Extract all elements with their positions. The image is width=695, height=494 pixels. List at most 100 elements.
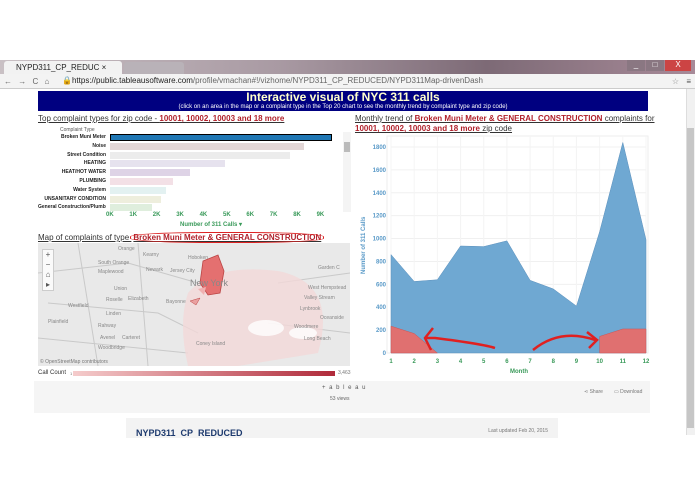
legend-gradient xyxy=(73,371,335,376)
bar[interactable] xyxy=(110,142,305,150)
x-tick: 9 xyxy=(575,359,579,365)
y-tick: 800 xyxy=(376,259,387,265)
star-icon[interactable]: ☆ xyxy=(671,77,679,86)
map-place-label: Woodmere xyxy=(294,324,319,330)
bar-label[interactable]: Water System xyxy=(73,186,106,193)
nav-buttons[interactable]: ← → C ⌂ xyxy=(4,77,52,86)
bar[interactable] xyxy=(110,151,291,159)
bar-label[interactable]: PLUMBING xyxy=(79,178,106,184)
bar[interactable] xyxy=(110,134,333,141)
map-place-label: Woodbridge xyxy=(98,345,125,351)
bar[interactable] xyxy=(110,186,167,194)
map-control-button[interactable]: − xyxy=(45,260,51,269)
x-tick: 12 xyxy=(643,359,650,365)
map-control-button[interactable]: ▸ xyxy=(45,280,50,289)
bar-label[interactable]: HEATING xyxy=(83,160,106,167)
map-place-label: Rahway xyxy=(98,323,117,329)
close-button[interactable]: X xyxy=(665,60,691,71)
area-series-2-segment xyxy=(599,328,647,354)
share-button[interactable]: ⋖ Share xyxy=(584,389,603,395)
bar[interactable] xyxy=(110,169,190,177)
map-place-label: Valley Stream xyxy=(304,295,335,301)
x-tick: 9K xyxy=(316,212,325,218)
area-chart-title: Monthly trend of Broken Muni Meter & GEN… xyxy=(355,114,655,133)
minimize-button[interactable]: _ xyxy=(627,60,645,71)
map-place-label: South Orange xyxy=(98,260,130,266)
legend-min: 1 xyxy=(70,371,73,376)
x-axis-title: Number of 311 Calls ▾ xyxy=(180,222,243,228)
bar[interactable] xyxy=(110,178,174,185)
map-place-label: Jersey City xyxy=(170,268,195,274)
map-place-label: New York xyxy=(190,278,229,288)
y-axis-title: Number of 311 Calls xyxy=(361,216,367,274)
x-tick: 6 xyxy=(505,359,509,365)
x-tick: 2K xyxy=(152,212,161,218)
y-tick: 400 xyxy=(376,305,387,311)
tableau-logo[interactable]: + a b l e a u xyxy=(322,385,367,391)
bar-label[interactable]: General Construction/Plumb... xyxy=(38,204,106,211)
x-tick: 10 xyxy=(596,359,603,365)
y-tick: 0 xyxy=(383,351,387,357)
x-tick: 7K xyxy=(269,212,278,218)
y-tick: 1200 xyxy=(373,214,387,220)
bar[interactable] xyxy=(110,204,153,212)
map-place-label: Avenel xyxy=(100,335,116,341)
window-controls: _ □ X xyxy=(626,60,691,71)
bar-label[interactable]: HEAT/HOT WATER xyxy=(61,169,106,176)
x-tick: 3K xyxy=(176,212,184,218)
map-place-label: Maplewood xyxy=(98,269,124,275)
bar-label[interactable]: Noise xyxy=(92,142,106,149)
zip-link[interactable]: 10001, 10002, 10003 and 18 more xyxy=(159,114,285,123)
x-tick: 8K xyxy=(293,212,301,218)
maximize-button[interactable]: □ xyxy=(646,60,664,71)
download-icon: ▭ xyxy=(614,389,621,395)
scrollbar-thumb[interactable] xyxy=(687,128,694,428)
map[interactable]: + − ⌂ ▸ Orange Kearny South Orange Hoboken Mapl… xyxy=(38,243,350,366)
dashboard-banner: Interactive visual of NYC 311 calls (cli… xyxy=(38,91,648,111)
dashboard-title: Interactive visual of NYC 311 calls xyxy=(246,90,440,104)
map-place-label: Linden xyxy=(106,311,122,317)
x-tick: 0K xyxy=(106,212,114,218)
map-place-label: Lynbrook xyxy=(300,306,321,312)
bar[interactable] xyxy=(110,160,225,168)
x-tick: 1 xyxy=(389,359,393,365)
browser-tab-2[interactable] xyxy=(124,62,184,74)
y-tick: 1000 xyxy=(373,237,387,243)
last-updated: Last updated Feb 20, 2015 xyxy=(488,428,548,434)
map-place-label: Elizabeth xyxy=(128,296,149,302)
map-place-label: Oceanside xyxy=(320,315,344,321)
y-tick: 1800 xyxy=(373,145,387,151)
bar-label[interactable]: UNSANITARY CONDITION xyxy=(44,195,106,202)
menu-icon[interactable]: ≡ xyxy=(686,77,691,86)
map-place-label: Newark xyxy=(146,267,163,273)
map-place-label: Hoboken xyxy=(188,255,209,261)
bar-label[interactable]: Street Condition xyxy=(67,151,106,158)
map-place-label: Garden C xyxy=(318,265,340,271)
map-title: Map of complaints of type Broken Muni Me… xyxy=(38,232,325,243)
map-control-button[interactable]: ⌂ xyxy=(45,270,51,279)
annotation-arrow-right xyxy=(532,331,599,351)
map-place-label: Westfield xyxy=(68,303,89,309)
x-tick: 5K xyxy=(223,212,231,218)
bar[interactable] xyxy=(110,195,162,203)
annotation-arrow-left xyxy=(423,327,496,351)
bar-chart-scrollbar[interactable] xyxy=(343,132,351,212)
address-bar: ← → C ⌂ 🔒https://public.tableausoftware.… xyxy=(0,74,695,89)
column-header: Complaint Type xyxy=(60,127,95,133)
map-place-label: Coney Island xyxy=(196,341,226,347)
lock-icon: 🔒 xyxy=(62,76,72,85)
download-button[interactable]: ▭ Download xyxy=(614,389,643,395)
share-icon: ⋖ xyxy=(584,389,590,395)
bar-label[interactable]: Broken Muni Meter xyxy=(60,134,106,140)
map-svg[interactable] xyxy=(38,243,350,366)
url-input[interactable]: 🔒https://public.tableausoftware.com/prof… xyxy=(62,76,483,85)
x-tick: 1K xyxy=(129,212,138,218)
workbook-title[interactable]: NYPD311_CP_REDUCED xyxy=(136,428,243,436)
browser-tab[interactable]: NYPD311_CP_REDUC × xyxy=(4,61,122,74)
map-place-label: Union xyxy=(114,286,128,292)
x-tick: 8 xyxy=(552,359,556,365)
map-control-button[interactable]: + xyxy=(45,250,51,259)
map-place-label: Kearny xyxy=(143,252,159,258)
area-series-2-segment xyxy=(390,325,439,354)
